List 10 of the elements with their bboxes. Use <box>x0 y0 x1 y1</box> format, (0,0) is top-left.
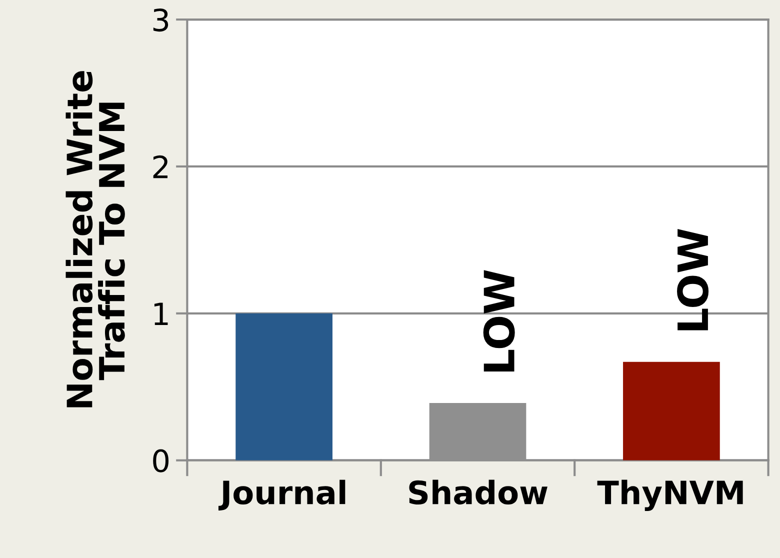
annotation: LOW <box>483 270 515 372</box>
y-tick-label: 2 <box>153 155 168 178</box>
annotation: LOW <box>677 229 709 330</box>
x-tick-label: Shadow <box>409 480 548 505</box>
y-tick-label: 1 <box>154 302 168 326</box>
x-tick-label: Journal <box>218 480 346 510</box>
y-axis-title: Normalized Write Traffic To NVM <box>66 71 125 408</box>
y-tick-label: 0 <box>153 449 169 472</box>
y-tick-label: 3 <box>153 8 168 32</box>
x-tick-label: ThyNVM <box>597 480 743 511</box>
